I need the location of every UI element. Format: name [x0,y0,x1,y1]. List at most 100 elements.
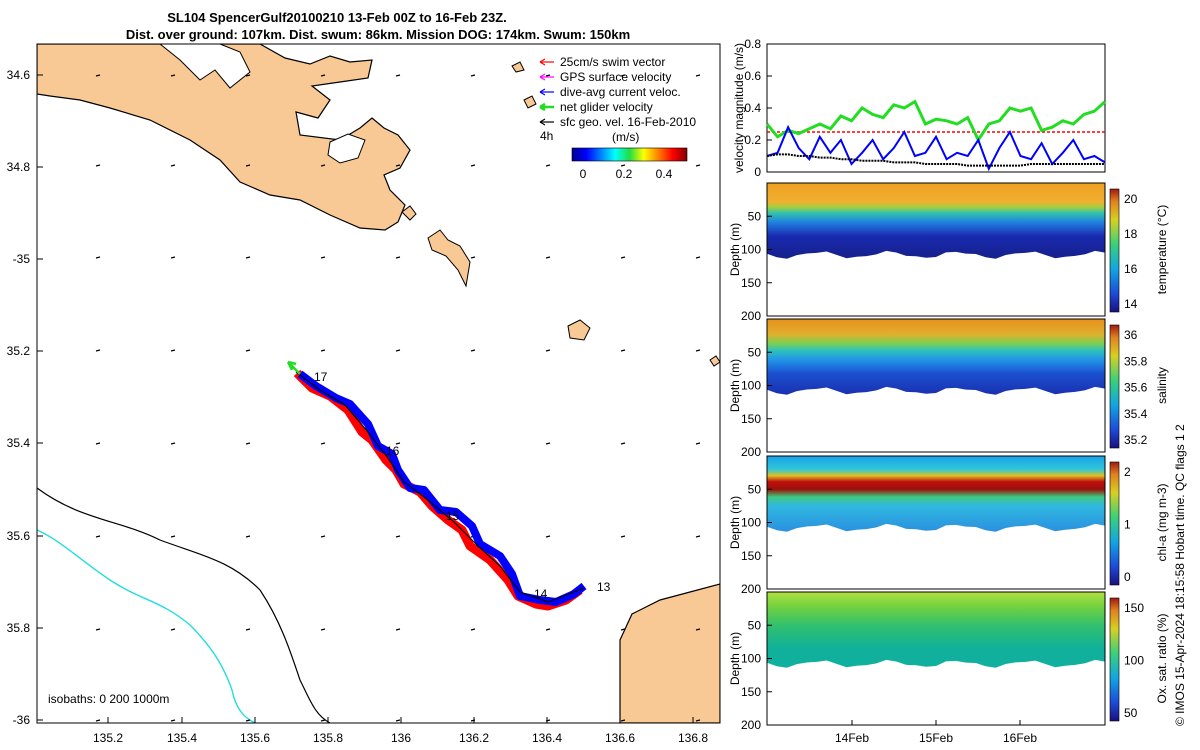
geo-arrow [470,74,476,77]
geo-arrow [695,74,701,77]
colorbar-tick-label: 2 [1124,465,1131,479]
depth-tick-label: 150 [741,276,761,290]
legend-arrowhead [539,88,546,96]
depth-tick-label: 200 [741,445,761,459]
depth-tick-label: 100 [741,379,761,393]
map-frame [36,43,721,724]
colorbar-label: chl-a (mg m-3) [1155,483,1169,561]
geo-arrow [395,256,401,259]
geo-arrow [545,164,551,167]
map-x-axis: 135.2 135.4 135.6 135.8 136 136.2 136.4 136.6 13… [93,717,708,745]
map-xtick-label: 136.2 [459,731,489,745]
geo-arrow [545,535,551,538]
geo-arrow [695,628,701,631]
legend-label: sfc geo. vel. 16-Feb-2010 [560,115,696,129]
geo-arrow [545,349,551,352]
velocity-ytick-label: 0 [754,165,761,179]
section-field [767,319,1105,395]
geo-arrow [245,628,251,631]
section-colorbar [1109,597,1120,722]
legend-unit: (m/s) [612,130,639,144]
geo-arrow [95,628,101,631]
land-yorke-peninsula [37,44,411,231]
geo-arrow [320,719,326,722]
geo-arrow [320,442,326,445]
legend-colorbar [571,147,688,162]
velocity-ytick-label: 0.6 [744,69,761,83]
figure-title-line2: Dist. over ground: 107km. Dist. swum: 86… [126,27,630,42]
isobath-legend: isobaths: 0 200 1000m [48,692,169,706]
geo-arrow [470,349,476,352]
map-xtick-label: 136.8 [678,731,708,745]
geo-arrow [620,256,626,259]
legend-label: 25cm/s swim vector [560,55,665,69]
geo-arrow [320,164,326,167]
geo-arrow [620,719,626,722]
colorbar-tick-label: 150 [1124,601,1144,615]
time-axis: 14Feb 15Feb 16Feb [835,720,1037,745]
map-ytick-label: 35.8 [7,621,31,635]
map-ytick-label: -36 [13,713,31,727]
geo-arrow [170,256,176,259]
depth-tick-label: 100 [741,243,761,257]
geo-arrow [620,442,626,445]
velocity-frame [766,43,1106,173]
depth-label: Depth (m) [728,359,742,412]
glider-track [286,360,587,611]
map-xtick-label: 135.8 [313,731,343,745]
legend-tick-1: 0.2 [616,167,633,181]
geo-arrow [470,256,476,259]
section-panel: 50 100 150 200 Depth (m) 14 16 18 20 temperature … [728,182,1169,323]
geo-arrow [95,74,101,77]
legend-tick-0: 0 [580,167,587,181]
section-panel: 50 100 150 200 Depth (m) 50 100 150 Ox. sat. rat… [728,591,1169,732]
velocity-series-line [766,153,1105,167]
depth-tick-label: 200 [741,582,761,596]
geo-arrow [545,256,551,259]
depth-tick-label: 50 [748,209,762,223]
geo-arrow [620,74,626,77]
geo-arrow [320,535,326,538]
day-label-14: 14 [534,587,548,601]
map-panel: 17 16 15 14 13 isobaths: 0 200 1000m 135… [7,43,721,745]
geo-arrow [95,442,101,445]
depth-tick-label: 150 [741,412,761,426]
land-island-3 [401,205,417,221]
velocity-series-line [766,124,1106,172]
geo-arrow [95,535,101,538]
geo-arrow [395,628,401,631]
colorbar-label: Ox. sat. ratio (%) [1155,613,1169,703]
section-field [767,183,1105,259]
geo-arrow [170,719,176,722]
geo-arrow [245,349,251,352]
geo-arrow [470,164,476,167]
colorbar-label: salinity [1155,367,1169,404]
depth-tick-label: 100 [741,516,761,530]
geo-arrow [245,256,251,259]
colorbar-tick-label: 35.4 [1124,407,1148,421]
time-tick-label: 15Feb [919,731,953,745]
map-xtick-label: 135.6 [240,731,270,745]
velocity-ytick-label: 0.4 [744,101,761,115]
geo-arrow [695,442,701,445]
map-ytick-label: -35 [13,252,31,266]
geo-arrow [170,74,176,77]
geo-arrow [95,256,101,259]
legend-arrowhead [539,58,546,66]
legend-arrowhead [539,73,546,81]
time-tick-label: 16Feb [1003,731,1037,745]
geo-arrow [395,442,401,445]
depth-label: Depth (m) [728,223,742,276]
depth-tick-label: 50 [748,618,762,632]
legend-age: 4h [540,129,553,143]
geo-arrow [245,535,251,538]
map-xtick-label: 136.4 [532,731,562,745]
geo-arrow [170,628,176,631]
legend-tick-2: 0.4 [656,167,673,181]
legend-label: GPS surface velocity [560,70,671,84]
map-ytick-label: 35.2 [7,344,31,358]
depth-label: Depth (m) [728,496,742,549]
colorbar-label: temperature (°C) [1155,205,1169,295]
